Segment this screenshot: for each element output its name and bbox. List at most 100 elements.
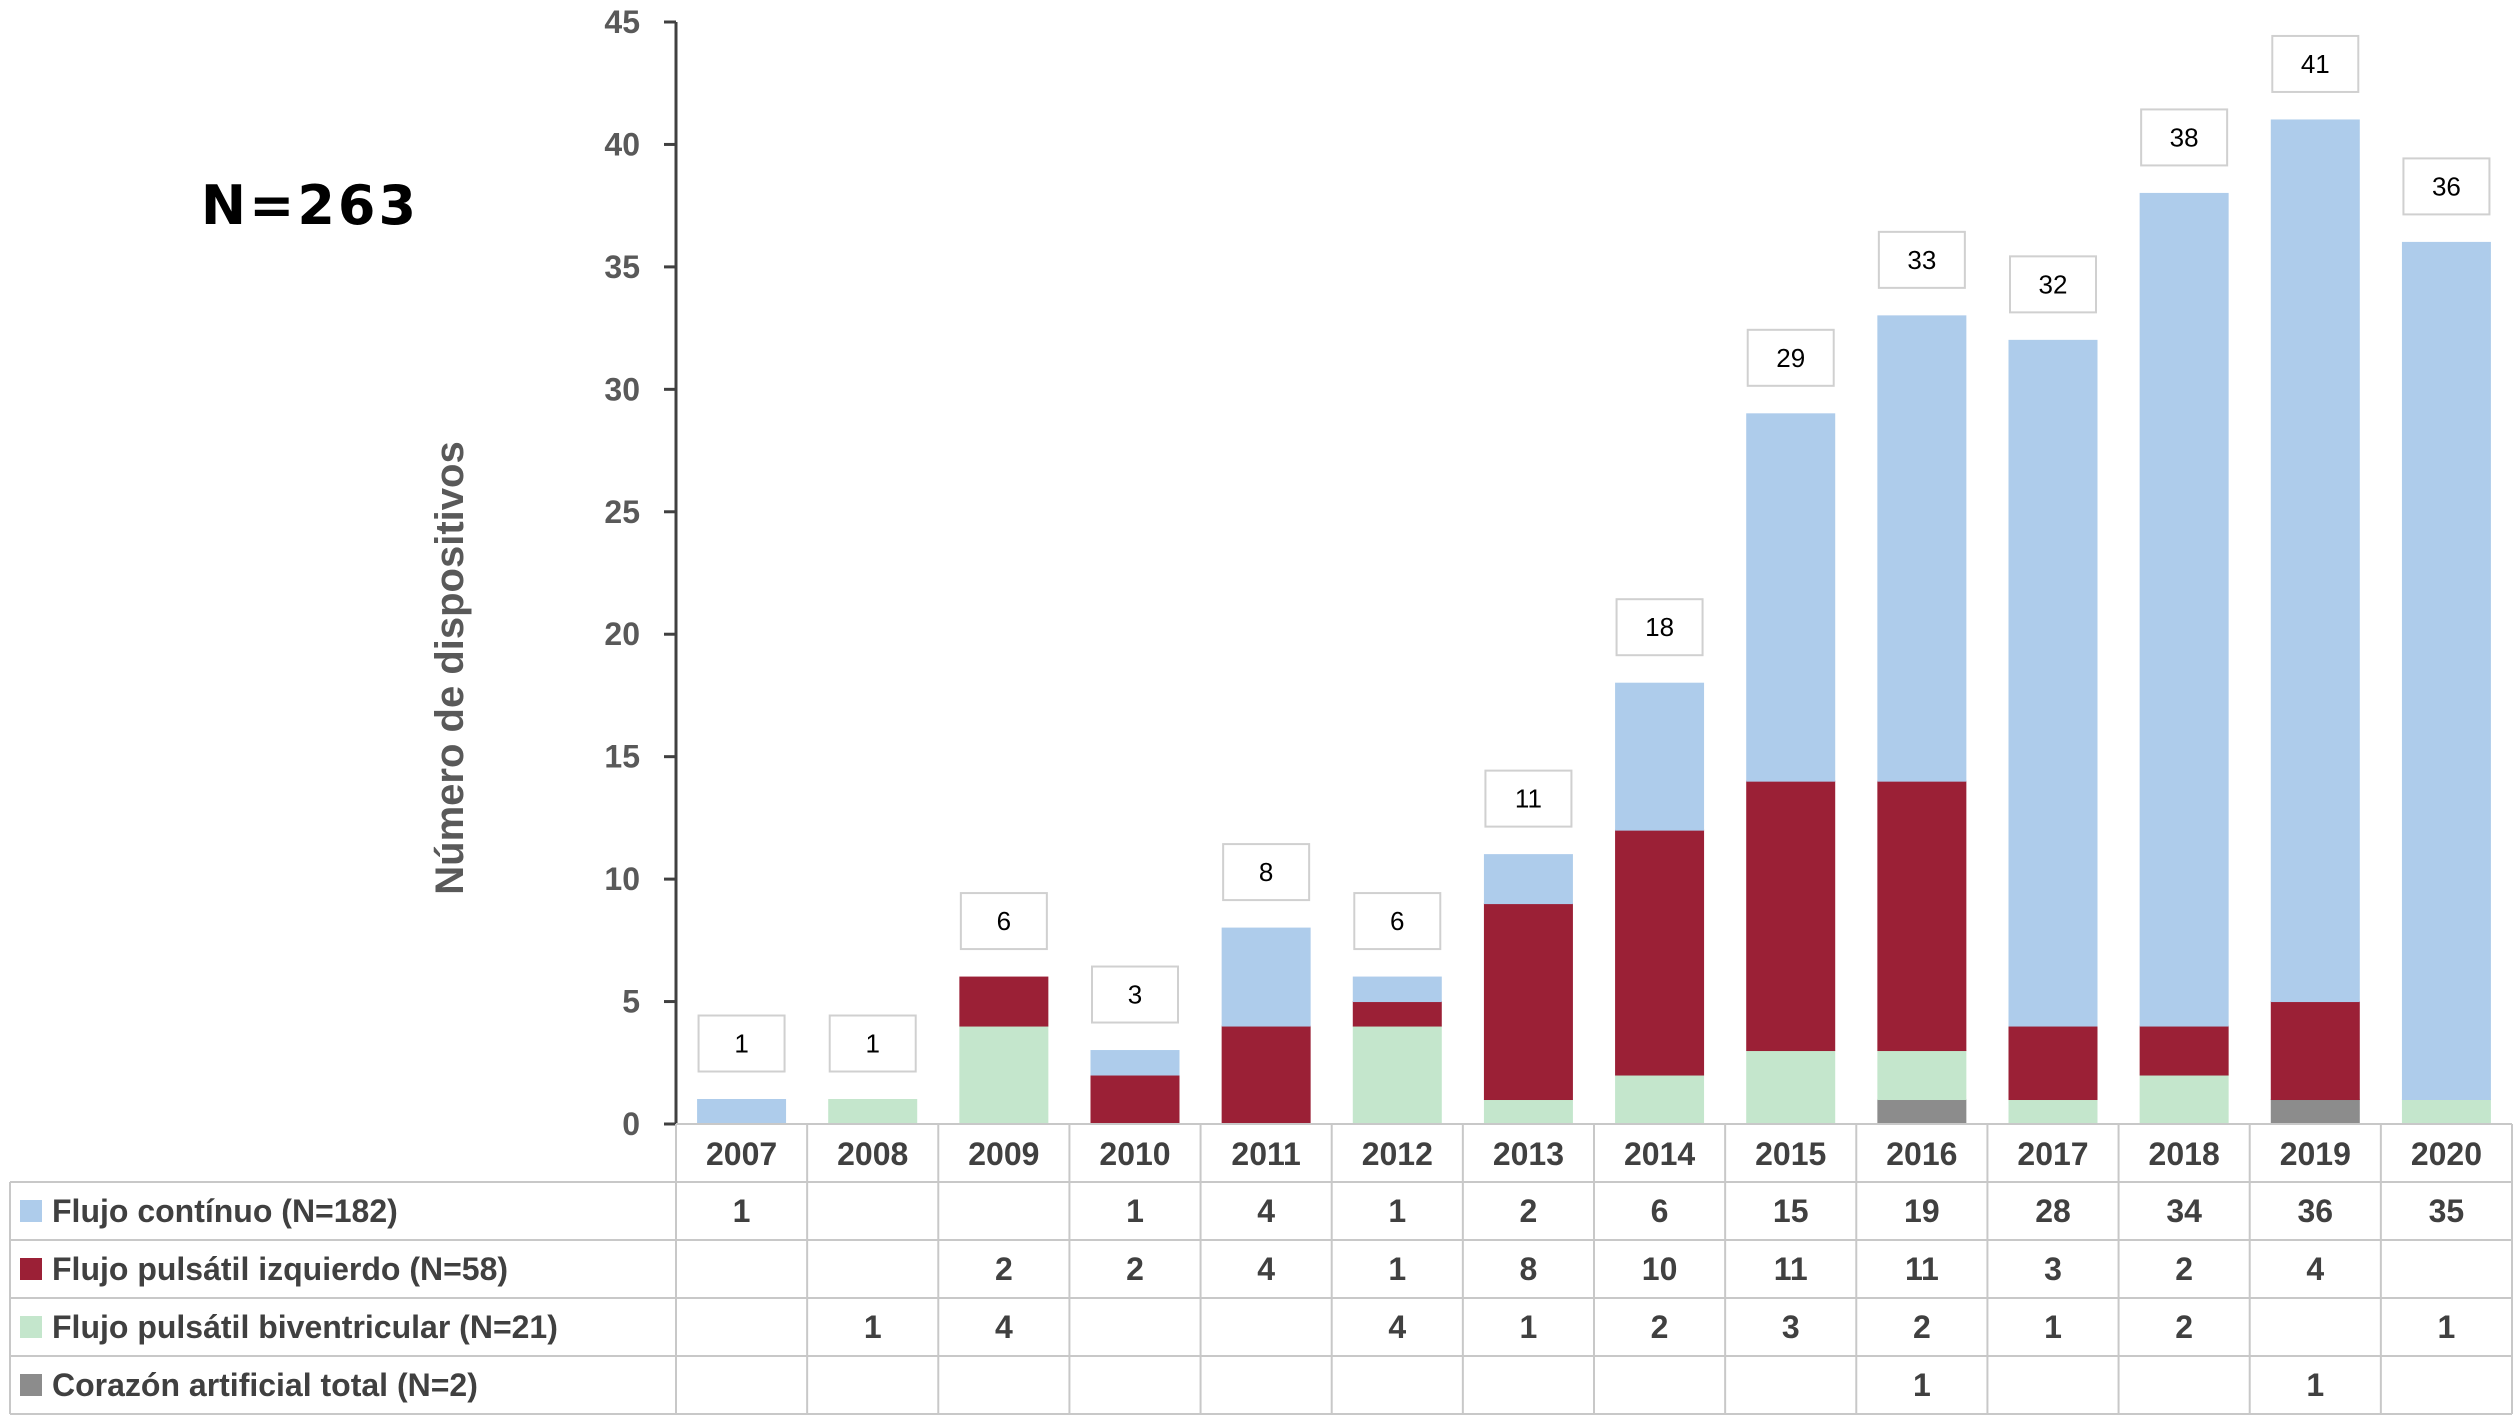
bar-segment bbox=[1746, 1050, 1836, 1125]
x-category-label: 2020 bbox=[2411, 1136, 2482, 1172]
bar-segment bbox=[1483, 1099, 1573, 1125]
y-tick-label: 35 bbox=[604, 249, 640, 285]
table-cell-value: 4 bbox=[1388, 1309, 1406, 1345]
table-cell-value: 1 bbox=[1388, 1251, 1406, 1287]
table-cell-value: 2 bbox=[1651, 1309, 1669, 1345]
table-cell-value: 19 bbox=[1904, 1193, 1940, 1229]
x-category-label: 2017 bbox=[2017, 1136, 2088, 1172]
bar-segment bbox=[1483, 903, 1573, 1101]
legend-series-label: Flujo pulsátil biventricular (N=21) bbox=[52, 1309, 558, 1345]
bar-segment bbox=[2008, 1025, 2098, 1101]
table-cell-value: 2 bbox=[2175, 1309, 2193, 1345]
bar-segment bbox=[2270, 1001, 2360, 1101]
bar-segment bbox=[1483, 854, 1573, 905]
bar-segment bbox=[2139, 1074, 2229, 1125]
bar-segment bbox=[1615, 1074, 1705, 1125]
bar-segment bbox=[1352, 976, 1442, 1003]
table-cell-value: 36 bbox=[2297, 1193, 2333, 1229]
bar-segment bbox=[1090, 1050, 1180, 1076]
total-label: 33 bbox=[1907, 245, 1936, 275]
x-category-label: 2008 bbox=[837, 1136, 908, 1172]
total-label-box bbox=[1877, 230, 1966, 289]
total-label: 3 bbox=[1128, 980, 1142, 1010]
legend-swatch bbox=[20, 1374, 42, 1396]
table-cell-value: 35 bbox=[2429, 1193, 2465, 1229]
x-category-label: 2015 bbox=[1755, 1136, 1826, 1172]
table-cell-value: 1 bbox=[2438, 1309, 2456, 1345]
bar-segment bbox=[1221, 1025, 1311, 1125]
table-cell-value: 1 bbox=[1388, 1193, 1406, 1229]
table-cell-value: 1 bbox=[1126, 1193, 1144, 1229]
table-cell-value: 1 bbox=[1520, 1309, 1538, 1345]
bar-segment bbox=[959, 976, 1049, 1027]
table-cell-value: 11 bbox=[1774, 1251, 1808, 1287]
table-cell-value: 3 bbox=[2044, 1251, 2062, 1287]
bar-segment bbox=[1352, 1025, 1442, 1125]
bar-segment bbox=[2008, 1099, 2098, 1125]
bar-segment bbox=[1746, 780, 1836, 1052]
y-tick-label: 15 bbox=[604, 739, 640, 775]
total-label: 6 bbox=[1390, 906, 1404, 936]
bar-segment bbox=[828, 1099, 918, 1125]
y-tick-label: 5 bbox=[622, 984, 640, 1020]
legend-series-label: Flujo pulsátil izquierdo (N=58) bbox=[52, 1251, 508, 1287]
x-category-label: 2012 bbox=[1362, 1136, 1433, 1172]
total-label-box bbox=[1746, 328, 1835, 387]
table-cell-value: 1 bbox=[2044, 1309, 2062, 1345]
total-label: 18 bbox=[1645, 612, 1674, 642]
total-label-box bbox=[697, 1014, 786, 1073]
total-label-box bbox=[1222, 843, 1311, 902]
total-label-box bbox=[1353, 892, 1442, 951]
table-cell-value: 2 bbox=[1126, 1251, 1144, 1287]
total-label: 41 bbox=[2301, 49, 2330, 79]
total-label-box bbox=[2140, 108, 2229, 167]
bar-segment bbox=[1746, 413, 1836, 782]
total-label: 1 bbox=[865, 1029, 879, 1059]
y-axis-label: Número de dispositivos bbox=[428, 441, 472, 894]
table-cell-value: 15 bbox=[1773, 1193, 1809, 1229]
bar-segment bbox=[1877, 780, 1967, 1052]
legend-series-label: Corazón artificial total (N=2) bbox=[52, 1367, 478, 1403]
table-cell-value: 2 bbox=[995, 1251, 1013, 1287]
table-cell-value: 34 bbox=[2166, 1193, 2202, 1229]
table-cell-value: 2 bbox=[1520, 1193, 1538, 1229]
x-category-label: 2016 bbox=[1886, 1136, 1957, 1172]
y-tick-label: 30 bbox=[604, 371, 640, 407]
table-cell-value: 11 bbox=[1905, 1251, 1939, 1287]
bar-segment bbox=[2139, 192, 2229, 1027]
bar-segment bbox=[2139, 1025, 2229, 1076]
n-total-annotation: N=263 bbox=[201, 174, 419, 237]
total-label: 8 bbox=[1259, 857, 1273, 887]
y-tick-label: 10 bbox=[604, 861, 640, 897]
table-cell-value: 4 bbox=[2306, 1251, 2324, 1287]
total-label-box bbox=[2009, 255, 2097, 314]
bar-segment bbox=[1615, 829, 1705, 1076]
total-label-box bbox=[1091, 965, 1179, 1024]
bar-segment bbox=[1877, 315, 1967, 782]
table-cell-value: 1 bbox=[1913, 1367, 1931, 1403]
x-category-label: 2010 bbox=[1099, 1136, 1170, 1172]
table-cell-value: 4 bbox=[1257, 1193, 1275, 1229]
table-cell-value: 2 bbox=[1913, 1309, 1931, 1345]
table-cell-value: 4 bbox=[1257, 1251, 1275, 1287]
x-category-label: 2018 bbox=[2149, 1136, 2220, 1172]
table-cell-value: 1 bbox=[2306, 1367, 2324, 1403]
bar-segment bbox=[2270, 1099, 2360, 1125]
total-label: 29 bbox=[1776, 343, 1805, 373]
x-category-label: 2019 bbox=[2280, 1136, 2351, 1172]
table-cell-value: 1 bbox=[864, 1309, 882, 1345]
legend-swatch bbox=[20, 1316, 42, 1338]
total-label-box bbox=[1615, 598, 1704, 657]
total-label: 6 bbox=[997, 906, 1011, 936]
total-label: 38 bbox=[2170, 122, 2199, 152]
total-label: 36 bbox=[2432, 171, 2461, 201]
bar-segment bbox=[2008, 339, 2098, 1027]
table-cell-value: 1 bbox=[733, 1193, 751, 1229]
legend-swatch bbox=[20, 1258, 42, 1280]
total-label: 1 bbox=[734, 1029, 748, 1059]
legend-swatch bbox=[20, 1200, 42, 1222]
x-category-label: 2014 bbox=[1624, 1136, 1695, 1172]
y-tick-label: 40 bbox=[604, 126, 640, 162]
total-label-box bbox=[1484, 769, 1573, 828]
